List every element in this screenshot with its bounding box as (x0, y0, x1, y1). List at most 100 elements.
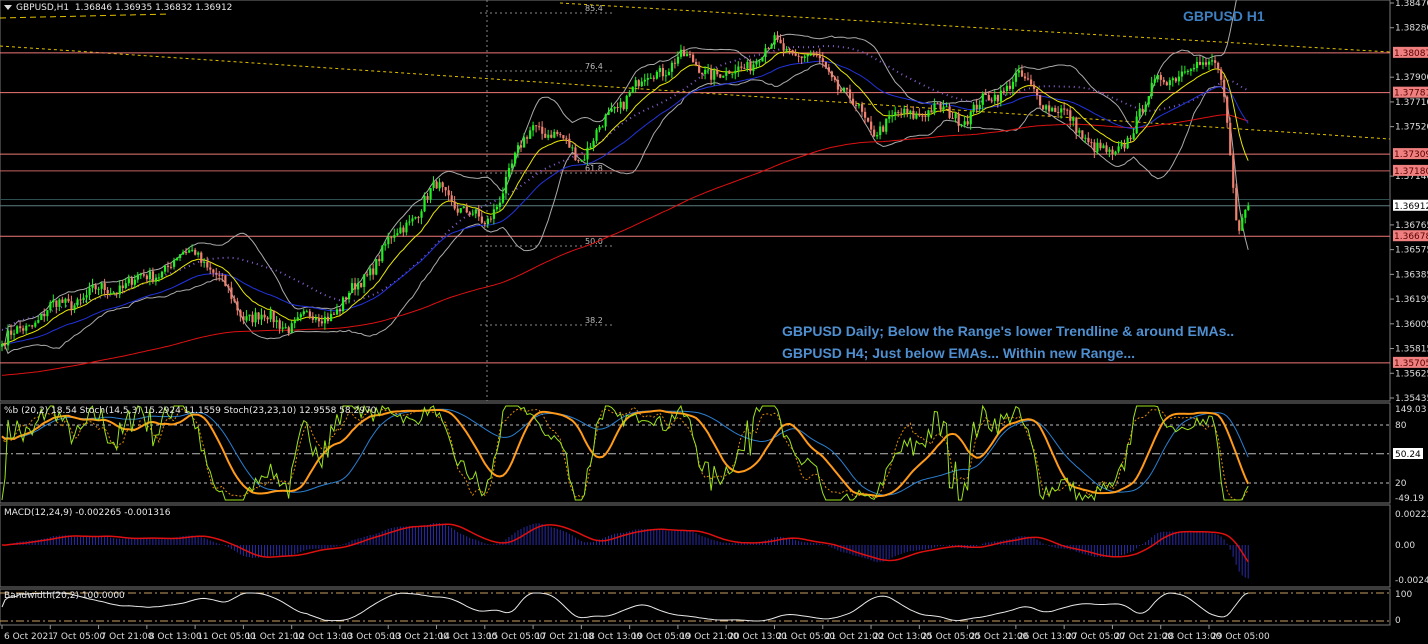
candle-body (688, 54, 692, 56)
candle (1008, 80, 1012, 91)
price-axis-label: 1.37520 (1395, 123, 1428, 133)
candle-body (326, 316, 330, 322)
candle (1090, 138, 1093, 148)
candle-body (191, 249, 194, 251)
candle-body (1189, 69, 1193, 71)
price-axis-label: 1.35625 (1395, 369, 1428, 379)
price-axis-label: 1.36195 (1395, 295, 1428, 305)
candle-body (103, 283, 106, 291)
candle (453, 196, 456, 211)
candle (381, 245, 384, 264)
candle (987, 91, 990, 101)
candle (1141, 104, 1144, 116)
candle-body (372, 268, 375, 275)
price-axis-label: 1.37140 (1395, 172, 1428, 182)
candle-body (1135, 116, 1138, 134)
candle-body (652, 77, 655, 79)
candle-body (233, 298, 236, 302)
candle (734, 64, 737, 80)
level-price-tag: 1.35705 (1394, 359, 1428, 369)
candle (317, 313, 321, 328)
candle (1198, 55, 1202, 66)
stoch-legend: %b (20,2) 18.54 Stoch(14,5,3) 15.2924 11… (4, 406, 377, 416)
candle-body (830, 71, 834, 78)
candle (532, 121, 535, 137)
candle-body (1026, 78, 1030, 80)
candle-body (49, 302, 52, 311)
candle (272, 310, 275, 328)
candle-body (459, 208, 462, 213)
candle (308, 308, 311, 320)
candle-body (154, 278, 158, 282)
candle-body (1198, 61, 1202, 65)
candle (145, 273, 149, 284)
candle (121, 280, 124, 294)
candle (945, 102, 948, 108)
candle (22, 325, 25, 335)
candle (547, 129, 550, 141)
candle (4, 341, 7, 350)
candle (764, 43, 767, 64)
candle (625, 94, 628, 112)
time-axis-label: 27 Oct 05:00 (1066, 632, 1125, 642)
candle-body (275, 320, 278, 323)
dropdown-triangle-icon[interactable] (4, 5, 12, 10)
candle-body (480, 216, 483, 223)
candle-body (25, 325, 28, 331)
candle (1138, 102, 1141, 120)
candle (387, 232, 390, 249)
candle (305, 309, 308, 313)
candle-body (812, 54, 815, 56)
candle-body (257, 312, 260, 320)
candle-body (1229, 122, 1232, 156)
candle (1011, 77, 1015, 96)
candle (1165, 80, 1168, 86)
candle-body (1247, 205, 1250, 210)
candle-body (299, 314, 302, 318)
candle-body (124, 283, 127, 289)
candle (830, 70, 834, 82)
candle-body (571, 147, 574, 149)
candle-body (839, 89, 843, 92)
candle (242, 311, 245, 325)
candle-body (547, 134, 550, 138)
candle-body (218, 274, 221, 276)
candle (399, 221, 402, 235)
candle-body (628, 92, 631, 96)
candle (1135, 111, 1138, 135)
time-axis-label: 18 Oct 13:00 (583, 632, 642, 642)
candle (851, 93, 855, 106)
candle-body (10, 330, 13, 335)
candle-body (610, 108, 613, 112)
candle (118, 280, 121, 299)
candle (791, 49, 794, 56)
candle-body (61, 299, 64, 303)
candle-body (34, 322, 37, 327)
candle-body (532, 125, 535, 131)
candle-body (115, 292, 118, 295)
candle-body (939, 103, 942, 110)
candle-body (1014, 72, 1018, 82)
candle (471, 209, 474, 217)
candle-body (731, 73, 734, 75)
candle-body (924, 115, 927, 117)
candle-body (903, 108, 906, 114)
candle-body (1002, 90, 1006, 92)
candle-body (1186, 70, 1190, 72)
candle-body (1141, 108, 1144, 112)
candle (402, 225, 405, 237)
candle-body (912, 110, 915, 119)
candle (1084, 134, 1087, 144)
candle (1081, 130, 1084, 140)
bandwidth-axis-label: 0 (1395, 616, 1401, 626)
candle-body (1144, 104, 1147, 112)
candle-body (1075, 117, 1078, 133)
time-axis-label: 29 Oct 05:00 (1211, 632, 1270, 642)
candle (1060, 104, 1063, 119)
candle-body (429, 188, 432, 200)
candle-body (465, 206, 468, 213)
candle (1032, 81, 1036, 92)
candle-body (975, 104, 978, 109)
candle (372, 263, 375, 280)
